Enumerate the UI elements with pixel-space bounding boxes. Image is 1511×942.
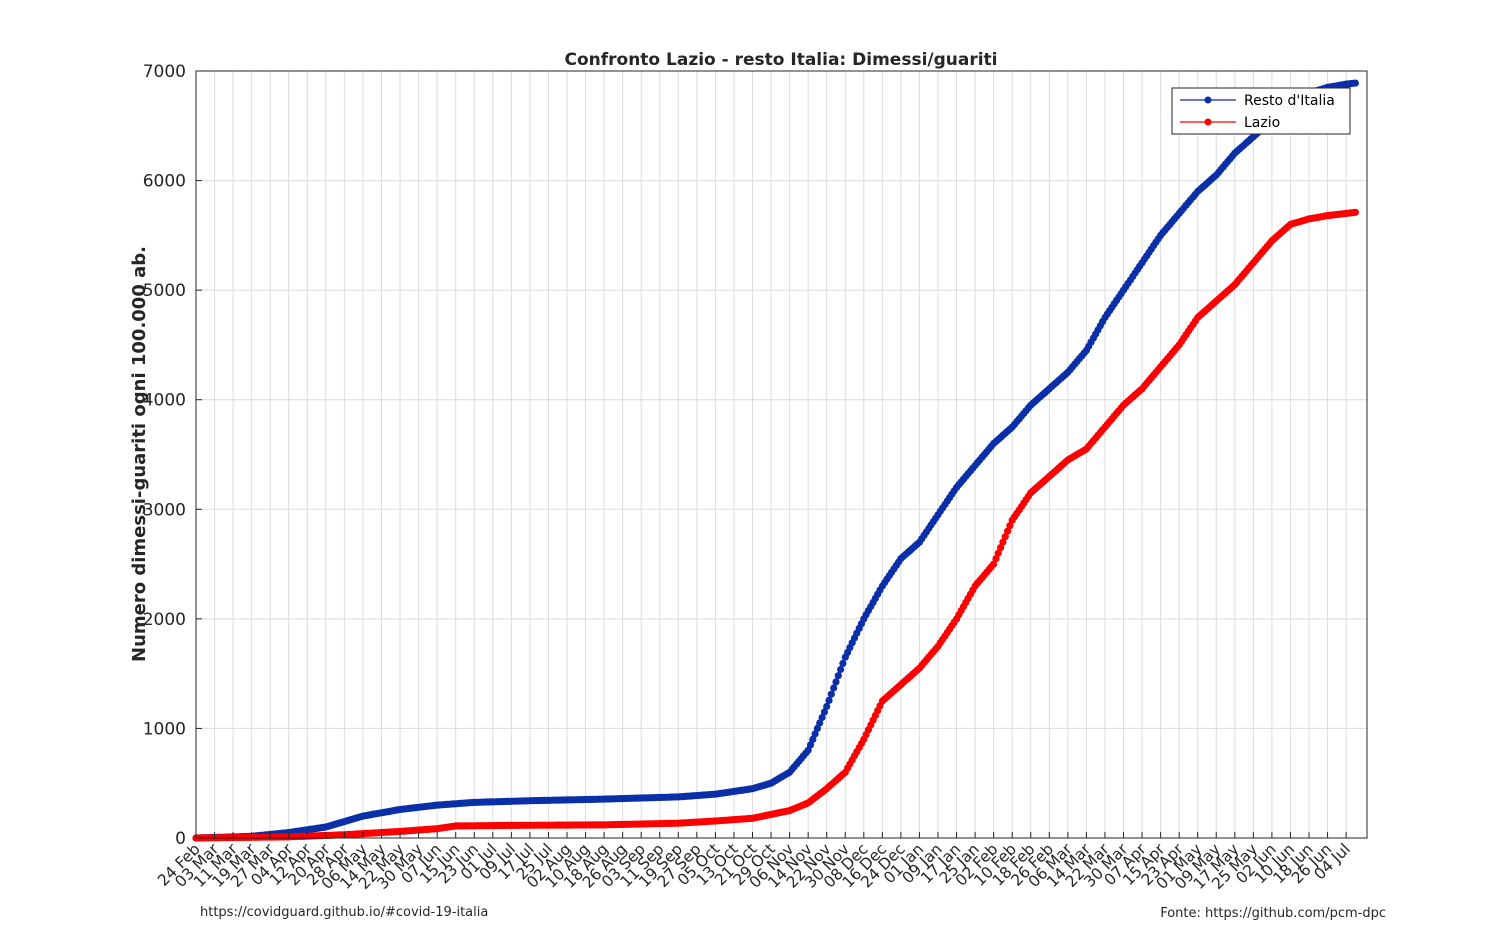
y-tick-label: 4000 [143, 391, 186, 411]
data-point-lazio [1351, 208, 1359, 216]
data-point-resto-italia [832, 678, 840, 686]
data-point-lazio [1004, 527, 1012, 535]
y-tick-label: 2000 [143, 610, 186, 630]
data-point-lazio [999, 538, 1007, 546]
y-tick-label: 6000 [143, 172, 186, 192]
series-lazio [192, 208, 1359, 842]
y-tick-label: 3000 [143, 500, 186, 520]
series-layer [192, 79, 1359, 842]
data-point-resto-italia [809, 735, 817, 744]
y-axis-label: Numero dimessi-guariti ogni 100.000 ab. [129, 246, 150, 662]
legend-marker-resto-italia [1204, 96, 1212, 104]
data-point-lazio [997, 544, 1005, 552]
legend-label-lazio: Lazio [1244, 115, 1280, 131]
data-point-resto-italia [825, 696, 833, 705]
footer-data-source: Fonte: https://github.com/pcm-dpc [1160, 906, 1386, 921]
data-point-lazio [992, 555, 1000, 563]
data-point-resto-italia [823, 702, 831, 711]
data-point-resto-italia [839, 659, 847, 668]
data-point-resto-italia [820, 708, 829, 716]
data-point-resto-italia [818, 713, 826, 722]
data-point-resto-italia [816, 719, 824, 727]
y-axis-ticks: 0 1000 2000 3000 4000 5000 6000 7000 [143, 62, 202, 849]
y-tick-label: 7000 [143, 62, 186, 82]
plot-area [196, 71, 1367, 838]
data-point-resto-italia [813, 724, 822, 733]
data-point-resto-italia [1351, 79, 1359, 87]
data-point-lazio [990, 560, 998, 568]
data-point-lazio [1006, 522, 1014, 530]
data-point-resto-italia [827, 690, 835, 698]
y-tick-label: 0 [175, 829, 186, 849]
data-point-resto-italia [811, 730, 819, 738]
data-point-resto-italia [806, 741, 815, 749]
legend: Resto d'Italia Lazio [1171, 87, 1351, 135]
data-point-resto-italia [834, 672, 842, 680]
chart-title: Confronto Lazio - resto Italia: Dimessi/… [564, 50, 997, 70]
data-point-resto-italia [837, 665, 845, 674]
footer-source-url: https://covidguard.github.io/#covid-19-i… [200, 905, 488, 920]
data-point-resto-italia [830, 684, 838, 692]
data-point-lazio [994, 549, 1002, 557]
legend-marker-lazio [1204, 118, 1212, 126]
plot-frame [195, 70, 1368, 839]
y-tick-label: 1000 [143, 719, 186, 739]
data-point-resto-italia [804, 746, 812, 754]
legend-box [1171, 87, 1351, 135]
data-point-lazio [1001, 533, 1009, 541]
legend-label-resto-italia: Resto d'Italia [1244, 93, 1335, 109]
y-tick-label: 5000 [143, 281, 186, 301]
